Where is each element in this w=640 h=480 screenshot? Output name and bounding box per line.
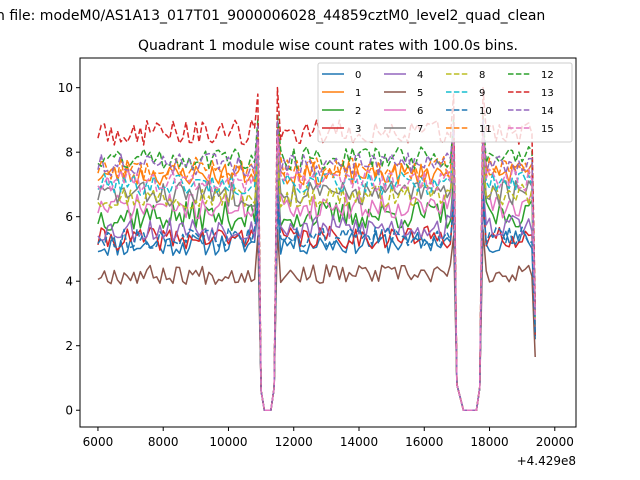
x-tick-label: 20000 <box>536 435 574 449</box>
plot-frame <box>79 57 577 428</box>
series-line-14 <box>97 119 536 411</box>
legend-label: 13 <box>541 88 554 99</box>
series-layer <box>97 86 536 411</box>
series-line-9 <box>97 138 536 411</box>
legend-label: 4 <box>417 70 423 81</box>
legend-label: 12 <box>541 70 554 81</box>
chart-title: Quadrant 1 module wise count rates with … <box>138 38 518 54</box>
x-tick-label: 14000 <box>340 435 378 449</box>
legend-label: 10 <box>479 106 492 117</box>
legend-label: 0 <box>355 70 361 81</box>
series-line-15 <box>97 135 536 411</box>
legend-label: 9 <box>479 88 485 99</box>
legend-label: 11 <box>479 124 492 135</box>
legend-label: 3 <box>355 124 361 135</box>
series-line-12 <box>97 112 536 411</box>
y-tick-label: 6 <box>65 210 73 224</box>
y-tick-label: 10 <box>58 81 73 95</box>
legend-label: 14 <box>541 106 554 117</box>
y-tick-label: 2 <box>65 339 73 353</box>
y-tick-label: 0 <box>65 404 73 418</box>
x-tick-label: 18000 <box>470 435 508 449</box>
legend-label: 7 <box>417 124 423 135</box>
y-tick-label: 4 <box>65 275 73 289</box>
legend-label: 6 <box>417 106 423 117</box>
legend-box <box>317 62 573 143</box>
legend-label: 2 <box>355 106 361 117</box>
legend-label: 5 <box>417 88 423 99</box>
figure-suptitle: n file: modeM0/AS1A13_017T01_9000006028_… <box>0 8 545 24</box>
y-axis: 0 2 4 6 8 10 <box>58 81 80 418</box>
x-offset-label: +4.429e8 <box>517 454 576 468</box>
x-axis: 6000 8000 10000 12000 14000 16000 18000 20000 <box>83 427 574 449</box>
x-tick-label: 12000 <box>275 435 313 449</box>
x-tick-label: 8000 <box>148 435 179 449</box>
legend-label: 15 <box>541 124 554 135</box>
x-tick-label: 10000 <box>209 435 247 449</box>
x-tick-label: 16000 <box>405 435 443 449</box>
legend-label: 1 <box>355 88 361 99</box>
legend-label: 8 <box>479 70 485 81</box>
x-tick-label: 6000 <box>83 435 114 449</box>
y-tick-label: 8 <box>65 146 73 160</box>
